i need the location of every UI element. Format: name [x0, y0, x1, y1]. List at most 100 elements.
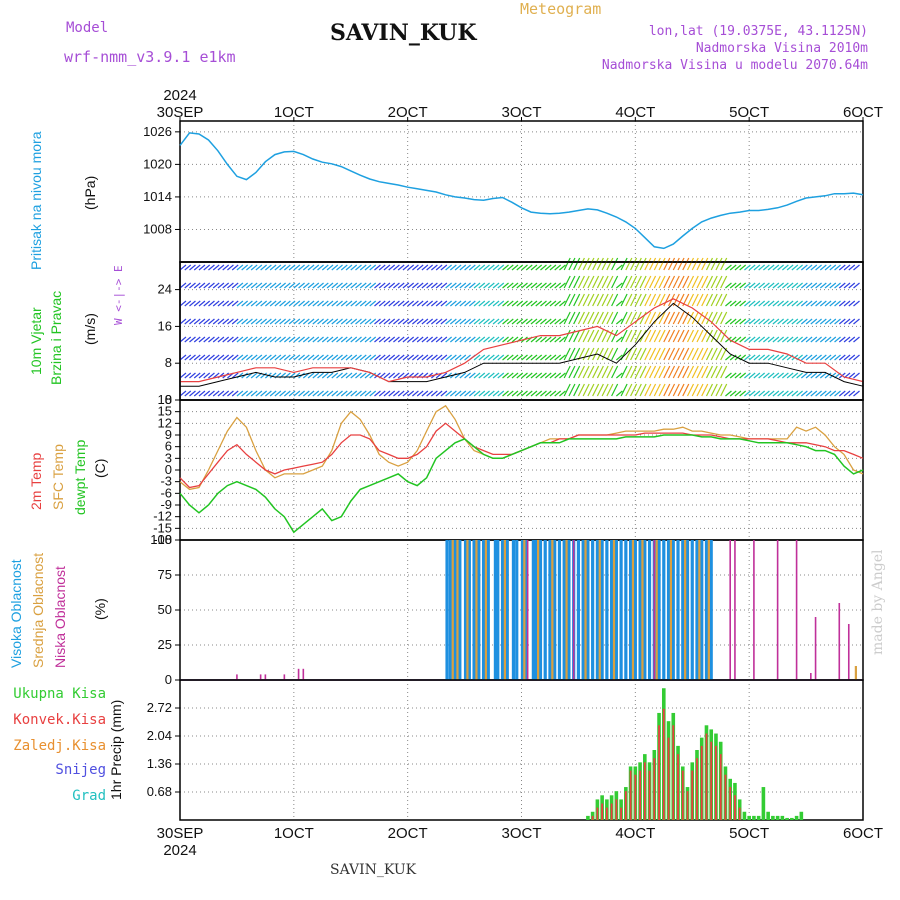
cloud-high-bar — [605, 540, 609, 680]
wind-barb — [193, 282, 201, 289]
wind-barb — [492, 300, 500, 307]
wind-barb — [492, 390, 500, 397]
wind-barb — [198, 336, 206, 343]
wind-barb — [478, 372, 486, 379]
footer-station: SAVIN_KUK — [330, 862, 417, 878]
cloud-low-bar — [795, 540, 798, 680]
wind-barb — [582, 275, 590, 289]
wind-barb — [203, 354, 211, 361]
wind-barb — [772, 390, 780, 397]
cloud-mid-bar — [475, 540, 478, 680]
wind-barb — [815, 318, 822, 325]
y-tick-label: 24 — [158, 282, 172, 297]
cloud-high-bar — [695, 540, 699, 680]
cloud-low-bar — [259, 674, 262, 680]
wind-barb — [630, 347, 638, 361]
wind-barb — [649, 365, 657, 379]
wind-barb — [748, 300, 756, 307]
wind-barb — [644, 257, 652, 271]
wind-barb — [781, 282, 789, 289]
wind-barb — [317, 372, 324, 379]
wind-barb — [535, 390, 543, 397]
wind-barb — [468, 336, 476, 343]
wind-barb — [620, 293, 628, 307]
cloud-low-bar — [753, 540, 755, 680]
wind-barb — [853, 336, 860, 343]
wind-barb — [582, 257, 590, 271]
wind-barb — [227, 354, 234, 361]
wind-barb — [393, 372, 400, 379]
wind-barb — [549, 390, 557, 397]
y-tick-label: 75 — [158, 567, 172, 582]
wind-barb — [388, 300, 396, 307]
wind-barb — [525, 300, 533, 307]
wind-barb — [767, 300, 775, 307]
wind-barb — [497, 264, 505, 271]
wind-barb — [701, 275, 709, 289]
wind-barb — [596, 311, 604, 325]
wind-barb — [236, 264, 244, 271]
wind-barb — [663, 347, 671, 361]
wind-barb — [824, 390, 832, 397]
wind-barb — [359, 282, 367, 289]
wind-barb — [649, 275, 657, 289]
dewpt-line — [179, 434, 864, 534]
wind-barb — [834, 264, 841, 271]
wind-barb — [549, 354, 557, 361]
wind-barb — [696, 347, 704, 361]
precip-conv-bar — [658, 725, 660, 820]
wind-barb — [478, 300, 486, 307]
wind-barb — [440, 300, 448, 307]
cloud-high-bar — [500, 540, 505, 680]
y-tick-label: 16 — [158, 318, 172, 333]
wind-barb — [511, 372, 519, 379]
wind-barb — [672, 365, 680, 379]
wind-barb — [217, 282, 225, 289]
y-tick-label: 12 — [158, 415, 172, 430]
wind-barb — [468, 282, 476, 289]
y-tick-label: 9 — [165, 427, 172, 442]
wind-barb — [667, 383, 676, 397]
precip-conv-bar — [648, 770, 651, 820]
precip-conv-bar — [615, 799, 618, 820]
precip-conv-bar — [700, 745, 703, 820]
wind-barb — [227, 264, 234, 271]
wind-barb — [568, 347, 576, 361]
cloud-high-bar — [628, 540, 633, 680]
wind-barb — [336, 372, 343, 379]
wind-barb — [264, 354, 272, 361]
wind-barb — [653, 329, 661, 343]
wind-barb — [397, 264, 405, 271]
wind-barb — [634, 365, 642, 379]
time-tick-top-label: 6OCT — [843, 104, 883, 121]
cloud-low-bar — [572, 540, 575, 680]
wind-barb — [677, 257, 685, 271]
wind-barb — [601, 275, 609, 289]
wind-barb — [364, 390, 372, 397]
wind-barb — [843, 282, 851, 289]
cloud-high-bar — [586, 540, 590, 680]
wind-barb — [260, 264, 268, 271]
wind-barb — [189, 372, 196, 379]
wind-barb — [772, 354, 780, 361]
wind-barb — [767, 336, 775, 343]
wind-barb — [264, 336, 272, 343]
wind-barb — [848, 372, 856, 379]
wind-barb — [843, 300, 851, 307]
wind-barb — [483, 264, 490, 271]
wind-barb — [383, 282, 391, 289]
wind-barb — [179, 354, 187, 361]
wind-barb — [710, 329, 718, 343]
wind-barb — [834, 390, 841, 397]
wind-barb — [227, 318, 234, 325]
cloud-low-bar — [236, 674, 238, 680]
wind-barb — [625, 257, 633, 271]
wind-barb — [611, 383, 619, 397]
wind-barb — [544, 390, 552, 397]
wind-barb — [487, 336, 495, 343]
wind-barb — [715, 365, 723, 379]
wind-barb — [649, 383, 657, 397]
wind-barb — [777, 264, 785, 271]
wind-barb — [535, 300, 543, 307]
cloud-mid-bar — [612, 540, 616, 680]
